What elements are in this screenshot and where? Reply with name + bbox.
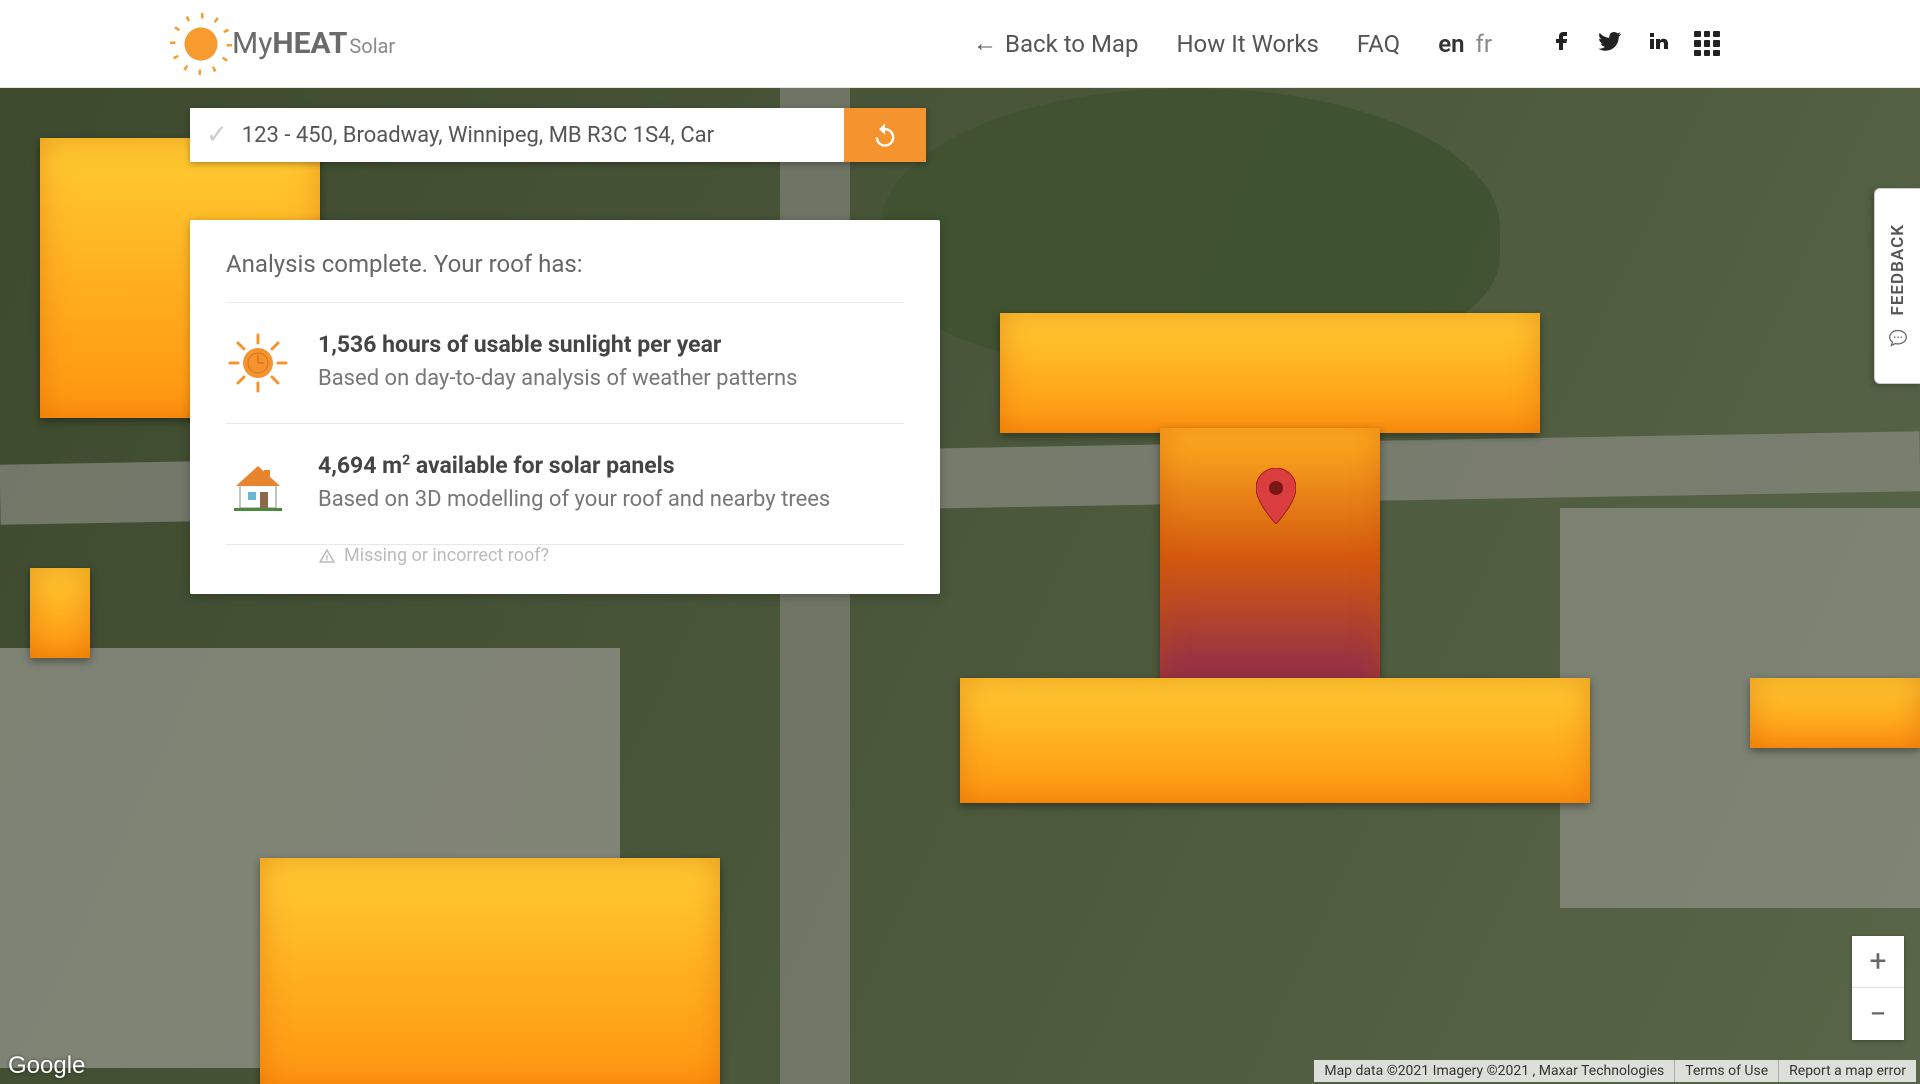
lang-fr: fr <box>1476 30 1492 58</box>
google-logo: Google <box>8 1052 85 1080</box>
facebook-icon[interactable] <box>1550 29 1574 59</box>
lang-en: en <box>1438 30 1464 58</box>
terms-link[interactable]: Terms of Use <box>1674 1060 1778 1082</box>
stat-area: 4,694 m2 available for solar panels Base… <box>226 424 904 545</box>
check-icon: ✓ <box>206 120 228 150</box>
attrib-data: Map data ©2021 Imagery ©2021 , Maxar Tec… <box>1314 1060 1674 1082</box>
zoom-controls: + − <box>1852 936 1904 1040</box>
logo-suffix: Solar <box>349 34 395 58</box>
map-canvas[interactable]: ✓ 123 - 450, Broadway, Winnipeg, MB R3C … <box>0 88 1920 1084</box>
report-roof-link[interactable]: Missing or incorrect roof? <box>226 545 904 572</box>
header-bar: MyHEATSolar ← Back to Map How It Works F… <box>0 0 1920 88</box>
arrow-left-icon: ← <box>973 29 997 58</box>
faq-link[interactable]: FAQ <box>1357 30 1400 58</box>
search-bar: ✓ 123 - 450, Broadway, Winnipeg, MB R3C … <box>190 108 926 162</box>
search-input[interactable]: ✓ 123 - 450, Broadway, Winnipeg, MB R3C … <box>190 108 844 162</box>
report-error-link[interactable]: Report a map error <box>1778 1060 1916 1082</box>
language-toggle[interactable]: enfr <box>1438 30 1492 58</box>
heat-overlay-main <box>1000 313 1540 433</box>
twitter-icon[interactable] <box>1598 29 1622 59</box>
search-value: 123 - 450, Broadway, Winnipeg, MB R3C 1S… <box>242 123 714 148</box>
heat-overlay-main <box>1160 428 1380 688</box>
logo-prefix: My <box>232 26 272 61</box>
sun-icon <box>226 331 290 395</box>
stat-area-title: 4,694 m2 available for solar panels <box>318 452 830 479</box>
report-roof-text: Missing or incorrect roof? <box>344 545 549 566</box>
logo-text: MyHEATSolar <box>232 26 395 61</box>
top-nav: ← Back to Map How It Works FAQ enfr <box>973 29 1720 59</box>
feedback-tab[interactable]: FEEDBACK <box>1874 188 1920 384</box>
logo[interactable]: MyHEATSolar <box>180 23 395 65</box>
stat-sunlight: 1,536 hours of usable sunlight per year … <box>226 303 904 424</box>
chat-icon <box>1888 328 1908 348</box>
feedback-label: FEEDBACK <box>1888 224 1908 316</box>
map-marker[interactable] <box>1256 468 1296 524</box>
stat-sunlight-sub: Based on day-to-day analysis of weather … <box>318 364 798 395</box>
panel-header: Analysis complete. Your roof has: <box>226 250 904 303</box>
linkedin-icon[interactable] <box>1646 29 1670 59</box>
analysis-panel: Analysis complete. Your roof has: 1,536 … <box>190 220 940 594</box>
sun-icon <box>180 23 222 65</box>
back-to-map-link[interactable]: ← Back to Map <box>973 29 1138 58</box>
logo-bold: HEAT <box>272 26 347 61</box>
apps-grid-icon[interactable] <box>1694 31 1720 57</box>
how-it-works-link[interactable]: How It Works <box>1176 30 1318 58</box>
house-icon <box>226 452 290 516</box>
heat-overlay <box>30 568 90 658</box>
stat-sunlight-title: 1,536 hours of usable sunlight per year <box>318 331 798 358</box>
heat-overlay-main <box>960 678 1590 803</box>
map-attribution: Map data ©2021 Imagery ©2021 , Maxar Tec… <box>1314 1060 1916 1082</box>
zoom-in-button[interactable]: + <box>1852 936 1904 988</box>
social-icons <box>1550 29 1720 59</box>
zoom-out-button[interactable]: − <box>1852 988 1904 1040</box>
heat-overlay <box>1750 678 1920 748</box>
stat-area-sub: Based on 3D modelling of your roof and n… <box>318 485 830 516</box>
heat-overlay <box>260 858 720 1084</box>
back-label: Back to Map <box>1005 30 1138 58</box>
reset-search-button[interactable] <box>844 108 926 162</box>
